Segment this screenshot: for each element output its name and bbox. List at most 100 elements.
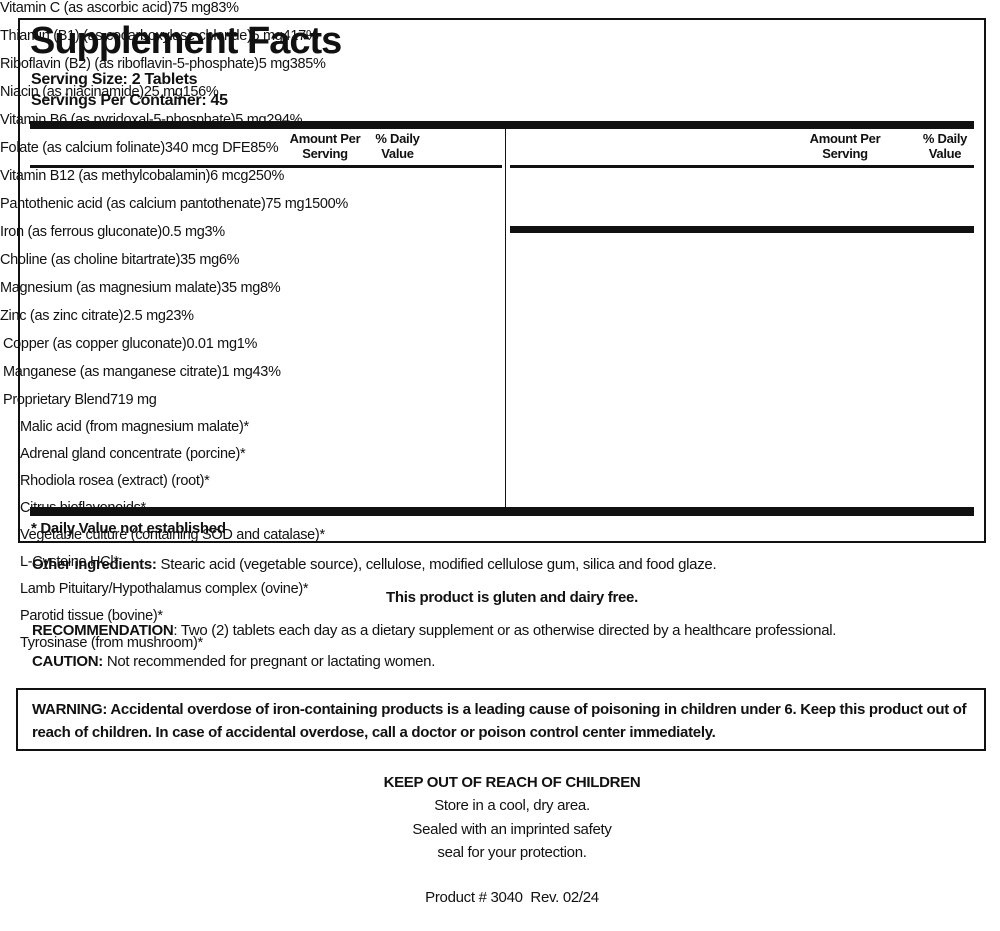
row: Lamb Pituitary/Hypothalamus complex (ovi…	[0, 581, 464, 608]
header-rule	[30, 165, 502, 168]
daily-value: *	[113, 554, 119, 570]
row: Tyrosinase (from mushroom)*	[0, 635, 464, 662]
row: Zinc (as zinc citrate)2.5 mg23%	[0, 308, 472, 336]
row: Magnesium (as magnesium malate)35 mg8%	[0, 280, 472, 308]
recommendation: RECOMMENDATION: Two (2) tablets each day…	[32, 622, 836, 639]
nutrient-name: Niacin (as niacinamide)	[0, 84, 144, 100]
label: Other ingredients:	[32, 556, 157, 573]
title: Supplement Facts	[30, 20, 342, 62]
amount: 1 mg	[221, 364, 253, 380]
nutrient-name: Copper (as copper gluconate)	[3, 336, 187, 352]
blend-name: Proprietary Blend	[3, 392, 110, 408]
facts-panel	[18, 18, 986, 543]
column-divider	[505, 129, 506, 509]
text: Not recommended for pregnant or lactatin…	[106, 653, 436, 670]
row: Parotid tissue (bovine)*	[0, 608, 464, 635]
nutrient-name: Iron (as ferrous gluconate)	[0, 224, 162, 240]
row: Adrenal gland concentrate (porcine)*	[0, 446, 464, 473]
row: Pantothenic acid (as calcium pantothenat…	[0, 196, 472, 224]
daily-value: *	[204, 473, 210, 489]
ingredient-name: L-Cysteine HCl	[20, 554, 114, 570]
nutrient-name: Pantothenic acid (as calcium pantothenat…	[0, 196, 266, 212]
daily-value: 385%	[289, 56, 326, 72]
ingredient-name: Lamb Pituitary/Hypothalamus complex (ovi…	[20, 581, 303, 597]
blend-amount: 719 mg	[109, 392, 157, 408]
amount: 25 mg	[143, 84, 183, 100]
amount: 75 mg	[171, 0, 211, 16]
daily-value: *	[197, 635, 204, 651]
daily-value: *	[157, 608, 163, 624]
row: Malic acid (from magnesium malate)*	[0, 419, 464, 446]
other-ingredients: Other ingredients: Stearic acid (vegetab…	[32, 556, 717, 573]
daily-value: 417%	[282, 28, 319, 44]
daily-value: *	[319, 527, 325, 543]
row: Riboflavin (B2) (as riboflavin-5-phospha…	[0, 56, 472, 84]
daily-value: 85%	[250, 140, 279, 156]
column-header: % Daily Value	[375, 131, 420, 161]
storage-line: Store in a cool, dry area.	[434, 797, 590, 814]
daily-value: *	[243, 419, 249, 435]
daily-value: 250%	[248, 168, 285, 184]
row: Iron (as ferrous gluconate)0.5 mg3%	[0, 224, 472, 252]
daily-value: *	[302, 581, 309, 597]
daily-value: 8%	[260, 280, 281, 296]
daily-value: 83%	[210, 0, 239, 16]
thick-rule	[510, 226, 974, 233]
column-header: Amount Per Serving	[809, 131, 881, 161]
row: Proprietary Blend719 mg	[0, 392, 464, 419]
row: Choline (as choline bitartrate)35 mg6%	[0, 252, 472, 280]
text: Stearic acid (vegetable source), cellulo…	[160, 556, 717, 573]
label: CAUTION:	[32, 653, 103, 670]
amount: 35 mg	[180, 252, 219, 268]
text: : Two (2) tablets each day as a dietary …	[173, 622, 837, 639]
nutrient-name: Folate (as calcium folinate)	[0, 140, 165, 156]
servings-per-container: Servings Per Container: 45	[31, 92, 228, 109]
nutrient-name: Manganese (as manganese citrate)	[3, 364, 222, 380]
daily-value: 43%	[252, 364, 281, 380]
amount: 6 mcg	[210, 168, 249, 184]
amount: 75 mg	[265, 196, 305, 212]
storage-line: Sealed with an imprinted safety	[412, 821, 612, 838]
ingredient-name: Tyrosinase (from mushroom)	[20, 635, 198, 651]
nutrient-name: Thiamin (B1) (as cocarboxylase chloride)	[0, 28, 252, 44]
daily-value: 6%	[218, 252, 240, 268]
daily-value: 3%	[204, 224, 226, 240]
ingredient-name: Rhodiola rosea (extract) (root)	[20, 473, 205, 489]
nutrient-name: Vitamin C (as ascorbic acid)	[0, 0, 172, 16]
ingredient-name: Parotid tissue (bovine)	[20, 608, 158, 624]
footnote: * Daily Value not established	[31, 520, 226, 537]
row: Thiamin (B1) (as cocarboxylase chloride)…	[0, 28, 472, 56]
ingredient-name: Vegetable culture (containing SOD and ca…	[20, 527, 320, 543]
nutrient-name: Vitamin B12 (as methylcobalamin)	[0, 168, 211, 184]
gluten-statement: This product is gluten and dairy free.	[386, 589, 638, 606]
storage-line: seal for your protection.	[437, 844, 587, 861]
product-number: Product # 3040 Rev. 02/24	[425, 889, 599, 906]
amount: 35 mg	[221, 280, 260, 296]
amount: 2.5 mg	[123, 308, 166, 324]
amount: 0.01 mg	[186, 336, 237, 352]
label: RECOMMENDATION	[32, 622, 174, 639]
row: Vegetable culture (containing SOD and ca…	[0, 527, 464, 554]
daily-value: 23%	[165, 308, 194, 324]
ingredient-name: Malic acid (from magnesium malate)	[20, 419, 244, 435]
amount: 5 mg	[258, 56, 290, 72]
row: Vitamin B12 (as methylcobalamin)6 mcg250…	[0, 168, 472, 196]
nutrient-name: Choline (as choline bitartrate)	[0, 252, 181, 268]
row: Vitamin C (as ascorbic acid)75 mg83%	[0, 0, 472, 28]
amount: 340 mcg DFE	[164, 140, 251, 156]
thick-rule	[30, 121, 974, 129]
caution: CAUTION: Not recommended for pregnant or…	[32, 653, 435, 670]
warning: WARNING: Accidental overdose of iron-con…	[16, 688, 986, 751]
daily-value: 1%	[236, 336, 258, 352]
row: L-Cysteine HCl*	[0, 554, 464, 581]
header-rule	[510, 165, 974, 168]
column-header: Amount Per Serving	[289, 131, 361, 161]
daily-value: 1500%	[304, 196, 348, 212]
keep-out: KEEP OUT OF REACH OF CHILDREN	[383, 774, 641, 791]
nutrient-name: Zinc (as zinc citrate)	[0, 308, 124, 324]
thick-rule	[30, 507, 974, 516]
ingredient-name: Adrenal gland concentrate (porcine)	[20, 446, 241, 462]
row: Copper (as copper gluconate)0.01 mg1%	[0, 336, 464, 364]
daily-value: *	[240, 446, 246, 462]
